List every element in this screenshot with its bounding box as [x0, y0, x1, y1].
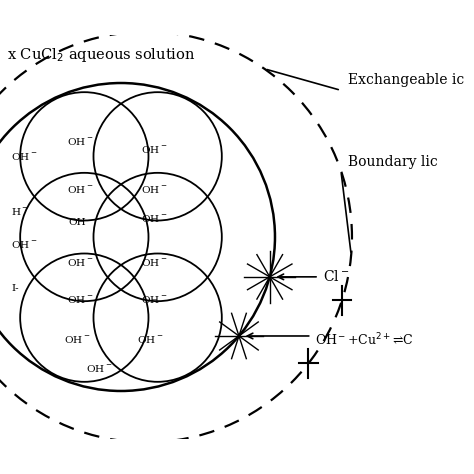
Text: OH$^-$: OH$^-$ [141, 257, 167, 268]
Text: Cl$^-$: Cl$^-$ [323, 269, 349, 284]
Text: OH: OH [68, 218, 86, 227]
Text: OH$^-$: OH$^-$ [86, 364, 112, 374]
Text: OH$^-$: OH$^-$ [137, 334, 164, 345]
Text: OH$^-$: OH$^-$ [141, 184, 167, 195]
Text: I-: I- [11, 284, 18, 293]
Text: OH$^-$: OH$^-$ [141, 294, 167, 305]
Text: OH$^-$: OH$^-$ [11, 151, 37, 162]
Text: x CuCl$_2$ aqueous solution: x CuCl$_2$ aqueous solution [7, 46, 196, 64]
Text: OH$^-$: OH$^-$ [67, 136, 94, 147]
Text: Boundary lic: Boundary lic [348, 155, 438, 169]
Text: OH$^-$: OH$^-$ [64, 334, 90, 345]
Text: Exchangeable ic: Exchangeable ic [348, 73, 465, 87]
Text: H$^-$: H$^-$ [11, 206, 29, 217]
Text: OH$^-$: OH$^-$ [67, 257, 94, 268]
Text: OH$^-$: OH$^-$ [11, 239, 37, 250]
Text: OH$^-$: OH$^-$ [141, 213, 167, 224]
Text: OH$^-$: OH$^-$ [67, 294, 94, 305]
Text: OH$^-$: OH$^-$ [67, 184, 94, 195]
Text: OH$^-$+Cu$^{2+}$⇌C: OH$^-$+Cu$^{2+}$⇌C [315, 332, 414, 347]
Text: OH$^-$: OH$^-$ [141, 144, 167, 155]
